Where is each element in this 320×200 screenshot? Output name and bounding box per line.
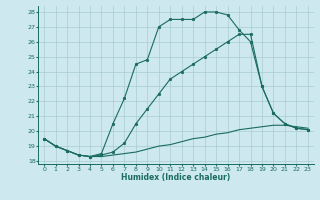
X-axis label: Humidex (Indice chaleur): Humidex (Indice chaleur) xyxy=(121,173,231,182)
